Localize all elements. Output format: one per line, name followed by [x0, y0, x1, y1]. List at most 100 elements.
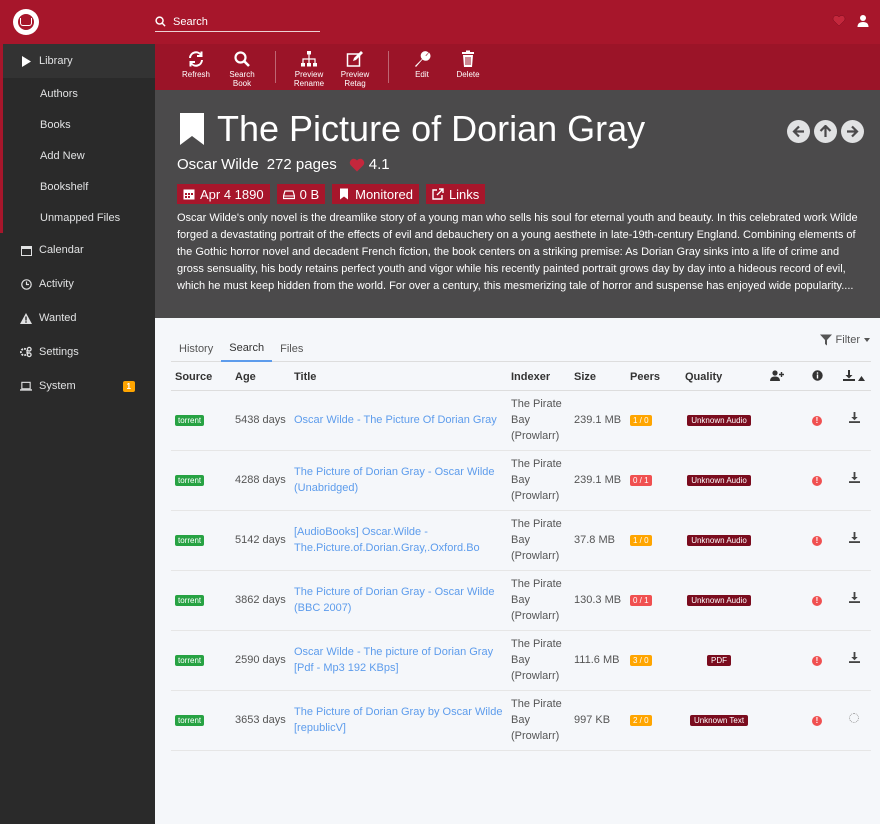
up-to-author-button[interactable]: [814, 120, 837, 143]
bookmark-icon[interactable]: [179, 112, 205, 146]
age-cell: 3653 days: [231, 690, 290, 751]
rejection-error-icon[interactable]: !: [812, 476, 822, 486]
sidebar-item-bookshelf[interactable]: Bookshelf: [0, 171, 155, 202]
peers-cell: 2 / 0: [626, 690, 681, 751]
refresh-label: Refresh: [181, 70, 210, 79]
column-download[interactable]: [837, 364, 871, 391]
refresh-button[interactable]: Refresh: [173, 44, 219, 79]
release-title-link[interactable]: The Picture of Dorian Gray - Oscar Wilde…: [294, 586, 495, 614]
peers-badge: 1 / 0: [630, 414, 652, 426]
rejection-error-icon[interactable]: !: [812, 716, 822, 726]
column-indexer[interactable]: Indexer: [507, 364, 570, 391]
download-icon[interactable]: [848, 412, 860, 423]
tab-history[interactable]: History: [179, 343, 214, 355]
download-icon[interactable]: [848, 592, 860, 603]
column-age[interactable]: Age: [231, 364, 290, 391]
release-title-link[interactable]: Oscar Wilde - The picture of Dorian Gray…: [294, 646, 494, 674]
tab-search[interactable]: Search: [221, 336, 273, 362]
tab-files[interactable]: Files: [280, 343, 304, 355]
table-header-row: Source Age Title Indexer Size Peers Qual…: [171, 364, 871, 391]
book-tags: Apr 4 1890 0 B Monitored Links: [177, 184, 486, 204]
rejection-error-icon[interactable]: !: [812, 416, 822, 426]
protocol-badge: torrent: [175, 654, 205, 666]
trash-icon: [462, 50, 474, 67]
author-name[interactable]: Oscar Wilde: [177, 156, 259, 173]
sidebar-item-books[interactable]: Books: [0, 109, 155, 140]
rejection-error-icon[interactable]: !: [812, 656, 822, 666]
column-rejections[interactable]: [797, 364, 837, 391]
author-match-cell: [757, 570, 797, 631]
preview-rename-button[interactable]: Preview Rename: [286, 44, 332, 88]
delete-button[interactable]: Delete: [445, 44, 491, 79]
column-author-match[interactable]: [757, 364, 797, 391]
sidebar-item-authors[interactable]: Authors: [0, 78, 155, 109]
title-cell: The Picture of Dorian Gray - Oscar Wilde…: [290, 450, 507, 511]
rejection-error-icon[interactable]: !: [812, 536, 822, 546]
toolbar-separator: [275, 51, 276, 83]
column-title[interactable]: Title: [290, 364, 507, 391]
source-cell: torrent: [171, 570, 231, 631]
peers-cell: 0 / 1: [626, 570, 681, 631]
filter-menu-button[interactable]: Filter: [819, 334, 870, 346]
author-match-cell: [757, 690, 797, 751]
peers-cell: 1 / 0: [626, 510, 681, 571]
sidebar-item-label: Add New: [40, 149, 85, 162]
release-title-link[interactable]: The Picture of Dorian Gray - Oscar Wilde…: [294, 466, 495, 494]
sidebar-item-label: Library: [39, 55, 73, 67]
external-link-icon: [432, 188, 444, 200]
peers-cell: 1 / 0: [626, 390, 681, 451]
wrench-icon: [415, 51, 431, 67]
search-input[interactable]: [173, 15, 313, 28]
rejection-error-icon[interactable]: !: [812, 596, 822, 606]
source-cell: torrent: [171, 630, 231, 691]
loading-spinner-icon: [849, 713, 859, 723]
sidebar-item-system[interactable]: System 1: [0, 369, 155, 403]
search-book-button[interactable]: Search Book: [219, 44, 265, 88]
links-tag[interactable]: Links: [425, 184, 486, 204]
preview-retag-button[interactable]: Preview Retag: [332, 44, 378, 88]
page-title: The Picture of Dorian Gray: [179, 108, 645, 150]
table-row: torrent 5438 days Oscar Wilde - The Pictur…: [171, 390, 871, 451]
release-title-link[interactable]: [AudioBooks] Oscar.Wilde - The.Picture.o…: [294, 526, 480, 554]
sidebar-item-label: Books: [40, 118, 71, 131]
sidebar-item-label: Unmapped Files: [40, 211, 121, 224]
column-size[interactable]: Size: [570, 364, 626, 391]
age-cell: 5438 days: [231, 390, 290, 451]
sidebar-item-library[interactable]: Library: [0, 44, 155, 78]
release-title-link[interactable]: Oscar Wilde - The Picture Of Dorian Gray: [294, 414, 497, 426]
release-date-tag: Apr 4 1890: [177, 184, 270, 204]
sidebar-item-wanted[interactable]: Wanted: [0, 301, 155, 335]
refresh-icon: [189, 51, 203, 67]
column-source[interactable]: Source: [171, 364, 231, 391]
monitored-tag[interactable]: Monitored: [332, 184, 419, 204]
download-icon[interactable]: [848, 472, 860, 483]
heart-icon: [349, 158, 364, 171]
heart-icon[interactable]: [832, 14, 846, 28]
sidebar-item-activity[interactable]: Activity: [0, 267, 155, 301]
arrow-left-icon: [792, 125, 804, 138]
column-quality[interactable]: Quality: [681, 364, 757, 391]
caret-down-icon: [864, 338, 870, 342]
edit-button[interactable]: Edit: [399, 44, 445, 79]
release-title-link[interactable]: The Picture of Dorian Gray by Oscar Wild…: [294, 706, 503, 734]
quality-cell: PDF: [681, 630, 757, 691]
download-icon[interactable]: [848, 652, 860, 663]
sidebar-item-unmapped-files[interactable]: Unmapped Files: [0, 202, 155, 233]
sidebar-item-add-new[interactable]: Add New: [0, 140, 155, 171]
author-match-cell: [757, 390, 797, 451]
quality-badge: Unknown Audio: [687, 474, 751, 486]
user-plus-icon: [770, 370, 784, 381]
title-cell: The Picture of Dorian Gray by Oscar Wild…: [290, 690, 507, 751]
column-peers[interactable]: Peers: [626, 364, 681, 391]
download-icon[interactable]: [848, 532, 860, 543]
sidebar-item-settings[interactable]: Settings: [0, 335, 155, 369]
previous-book-button[interactable]: [787, 120, 810, 143]
user-icon[interactable]: [856, 14, 870, 28]
readarr-logo[interactable]: [13, 9, 39, 35]
indexer-cell: The Pirate Bay (Prowlarr): [507, 510, 570, 571]
sidebar-item-calendar[interactable]: Calendar: [0, 233, 155, 267]
download-cell: [837, 450, 871, 511]
next-book-button[interactable]: [841, 120, 864, 143]
play-icon: [20, 55, 32, 67]
size-cell: 37.8 MB: [570, 510, 626, 571]
